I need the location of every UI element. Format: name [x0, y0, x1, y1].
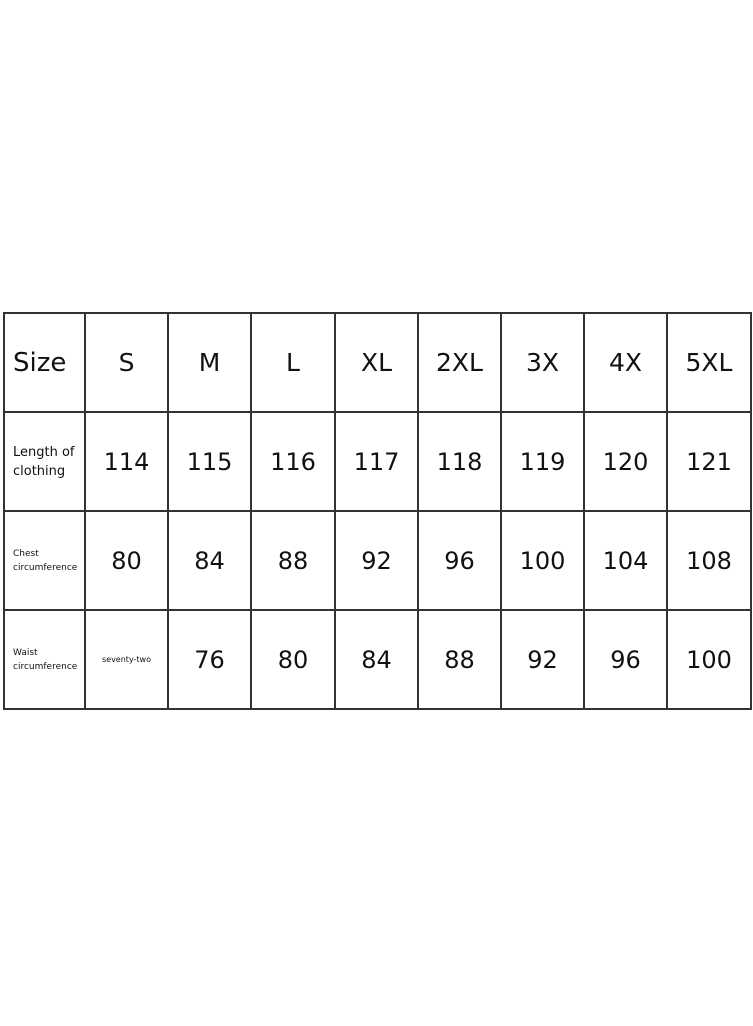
row-label: Waist circumference [3, 609, 86, 710]
row-label-line: Waist [13, 647, 38, 658]
header-cell: L [250, 312, 336, 413]
header-cell: M [167, 312, 252, 413]
table-cell: 80 [250, 609, 336, 710]
table-cell: 118 [417, 411, 502, 512]
table-cell: 114 [84, 411, 169, 512]
table-cell: 108 [666, 510, 752, 611]
table-cell: 88 [250, 510, 336, 611]
header-cell: XL [334, 312, 419, 413]
header-cell: 4X [583, 312, 668, 413]
row-label-line: clothing [13, 463, 66, 479]
row-label-line: circumference [13, 562, 78, 573]
table-row: Chest circumference 80 84 88 92 96 100 10… [3, 510, 752, 611]
table-cell: 80 [84, 510, 169, 611]
table-cell: 96 [417, 510, 502, 611]
table-cell: seventy-two [84, 609, 169, 710]
table-cell: 96 [583, 609, 668, 710]
table-row: Length of clothing 114 115 116 117 118 11… [3, 411, 752, 512]
table-cell: 92 [500, 609, 585, 710]
table-cell: 120 [583, 411, 668, 512]
table-cell: 115 [167, 411, 252, 512]
header-cell: Size [3, 312, 86, 413]
row-label: Length of clothing [3, 411, 86, 512]
header-cell: 3X [500, 312, 585, 413]
size-chart-table: Size S M L XL 2XL 3X 4X 5XL Length of clo… [3, 312, 752, 710]
table-cell: 117 [334, 411, 419, 512]
table-cell: 100 [666, 609, 752, 710]
table-cell: 116 [250, 411, 336, 512]
table-cell: 76 [167, 609, 252, 710]
table-row: Waist circumference seventy-two 76 80 84 … [3, 609, 752, 710]
header-row: Size S M L XL 2XL 3X 4X 5XL [3, 312, 752, 413]
table-cell: 88 [417, 609, 502, 710]
row-label-line: circumference [13, 661, 78, 672]
table-cell: 84 [334, 609, 419, 710]
header-cell: 5XL [666, 312, 752, 413]
table-cell: 119 [500, 411, 585, 512]
table-cell: 121 [666, 411, 752, 512]
header-cell: 2XL [417, 312, 502, 413]
header-cell: S [84, 312, 169, 413]
table-cell: 104 [583, 510, 668, 611]
row-label-line: Chest [13, 548, 39, 559]
table-cell: 100 [500, 510, 585, 611]
table-cell: 84 [167, 510, 252, 611]
table-cell: 92 [334, 510, 419, 611]
row-label: Chest circumference [3, 510, 86, 611]
row-label-line: Length of [13, 444, 75, 460]
